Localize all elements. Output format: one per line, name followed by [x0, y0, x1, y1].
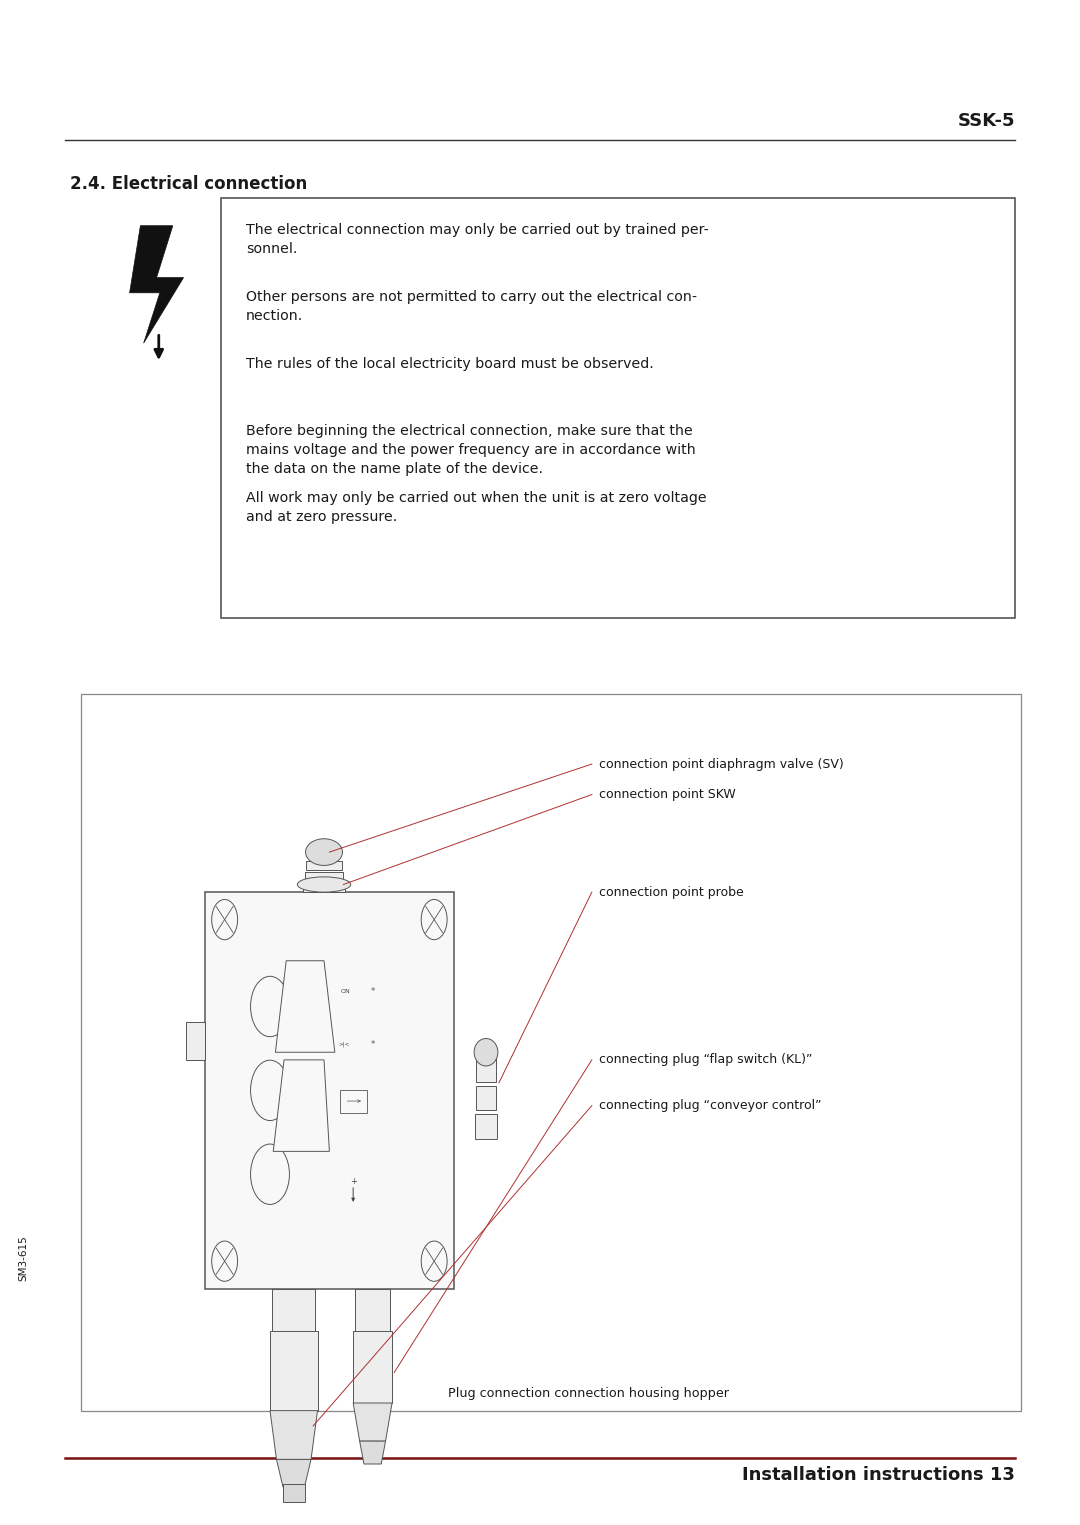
Text: ON: ON: [340, 988, 350, 994]
Ellipse shape: [297, 877, 351, 892]
Ellipse shape: [251, 1144, 289, 1205]
Bar: [221, 198, 1015, 618]
Text: >|<: >|<: [338, 1042, 349, 1048]
Ellipse shape: [421, 900, 447, 939]
Text: Other persons are not permitted to carry out the electrical con-
nection.: Other persons are not permitted to carry…: [246, 290, 698, 323]
Ellipse shape: [212, 1241, 238, 1281]
Text: Before beginning the electrical connection, make sure that the
mains voltage and: Before beginning the electrical connecti…: [246, 424, 696, 476]
Text: +: +: [350, 1177, 356, 1186]
Polygon shape: [130, 226, 184, 343]
Text: SSK-5: SSK-5: [958, 111, 1015, 130]
Bar: [305, 872, 343, 881]
Bar: [475, 1086, 497, 1110]
Ellipse shape: [251, 1060, 289, 1121]
Ellipse shape: [474, 1039, 498, 1066]
Ellipse shape: [212, 900, 238, 939]
Polygon shape: [270, 1411, 318, 1459]
Polygon shape: [276, 1459, 311, 1487]
Bar: [355, 1289, 390, 1334]
Text: connecting plug “flap switch (KL)”: connecting plug “flap switch (KL)”: [599, 1054, 813, 1066]
Bar: [205, 892, 454, 1289]
Text: The rules of the local electricity board must be observed.: The rules of the local electricity board…: [246, 357, 654, 371]
Bar: [81, 694, 1021, 1411]
Text: *: *: [370, 1040, 375, 1049]
Polygon shape: [275, 961, 335, 1052]
Text: connection point probe: connection point probe: [599, 886, 744, 898]
Polygon shape: [353, 1403, 392, 1441]
Bar: [303, 883, 345, 892]
Bar: [353, 1331, 392, 1403]
Polygon shape: [360, 1441, 386, 1464]
Text: connection point SKW: connection point SKW: [599, 788, 737, 801]
Bar: [186, 1022, 205, 1060]
Bar: [340, 1090, 367, 1113]
Text: *: *: [370, 987, 375, 996]
Bar: [270, 1331, 318, 1411]
Bar: [272, 1289, 315, 1334]
Text: connecting plug “conveyor control”: connecting plug “conveyor control”: [599, 1100, 822, 1112]
Text: 2.4. Electrical connection: 2.4. Electrical connection: [70, 175, 308, 194]
Text: All work may only be carried out when the unit is at zero voltage
and at zero pr: All work may only be carried out when th…: [246, 491, 707, 525]
Bar: [475, 1115, 497, 1139]
Text: connection point diaphragm valve (SV): connection point diaphragm valve (SV): [599, 758, 845, 770]
Bar: [476, 1057, 496, 1081]
Ellipse shape: [421, 1241, 447, 1281]
Ellipse shape: [251, 976, 289, 1037]
Text: Installation instructions 13: Installation instructions 13: [742, 1466, 1015, 1484]
Bar: [283, 1484, 305, 1502]
Bar: [306, 862, 342, 871]
Text: SM3-615: SM3-615: [18, 1235, 29, 1281]
Text: Plug connection connection housing hopper: Plug connection connection housing hoppe…: [448, 1386, 729, 1400]
Ellipse shape: [306, 839, 342, 866]
Polygon shape: [273, 1060, 329, 1151]
Text: The electrical connection may only be carried out by trained per-
sonnel.: The electrical connection may only be ca…: [246, 223, 710, 256]
